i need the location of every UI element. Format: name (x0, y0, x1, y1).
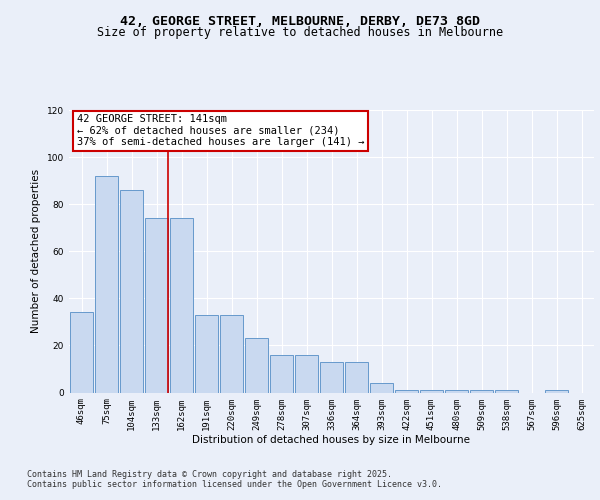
Bar (295, 355, 318, 393)
Bar (545, 390, 568, 392)
Bar (95, 176, 118, 392)
Bar (445, 390, 468, 392)
Bar (345, 362, 368, 392)
Bar (270, 355, 293, 393)
Bar (495, 390, 518, 392)
X-axis label: Distribution of detached houses by size in Melbourne: Distribution of detached houses by size … (193, 435, 470, 445)
Bar (245, 338, 268, 392)
Bar (470, 390, 493, 392)
Y-axis label: Number of detached properties: Number of detached properties (31, 169, 41, 334)
Bar (220, 315, 243, 392)
Bar (395, 390, 418, 392)
Bar (320, 362, 343, 392)
Bar (70, 312, 93, 392)
Bar (120, 190, 143, 392)
Bar (420, 390, 443, 392)
Text: Size of property relative to detached houses in Melbourne: Size of property relative to detached ho… (97, 26, 503, 39)
Bar (170, 218, 193, 392)
Bar (145, 218, 168, 392)
Text: Contains public sector information licensed under the Open Government Licence v3: Contains public sector information licen… (27, 480, 442, 489)
Bar (370, 383, 393, 392)
Bar (195, 315, 218, 392)
Text: 42 GEORGE STREET: 141sqm
← 62% of detached houses are smaller (234)
37% of semi-: 42 GEORGE STREET: 141sqm ← 62% of detach… (77, 114, 364, 148)
Text: 42, GEORGE STREET, MELBOURNE, DERBY, DE73 8GD: 42, GEORGE STREET, MELBOURNE, DERBY, DE7… (120, 15, 480, 28)
Text: Contains HM Land Registry data © Crown copyright and database right 2025.: Contains HM Land Registry data © Crown c… (27, 470, 392, 479)
